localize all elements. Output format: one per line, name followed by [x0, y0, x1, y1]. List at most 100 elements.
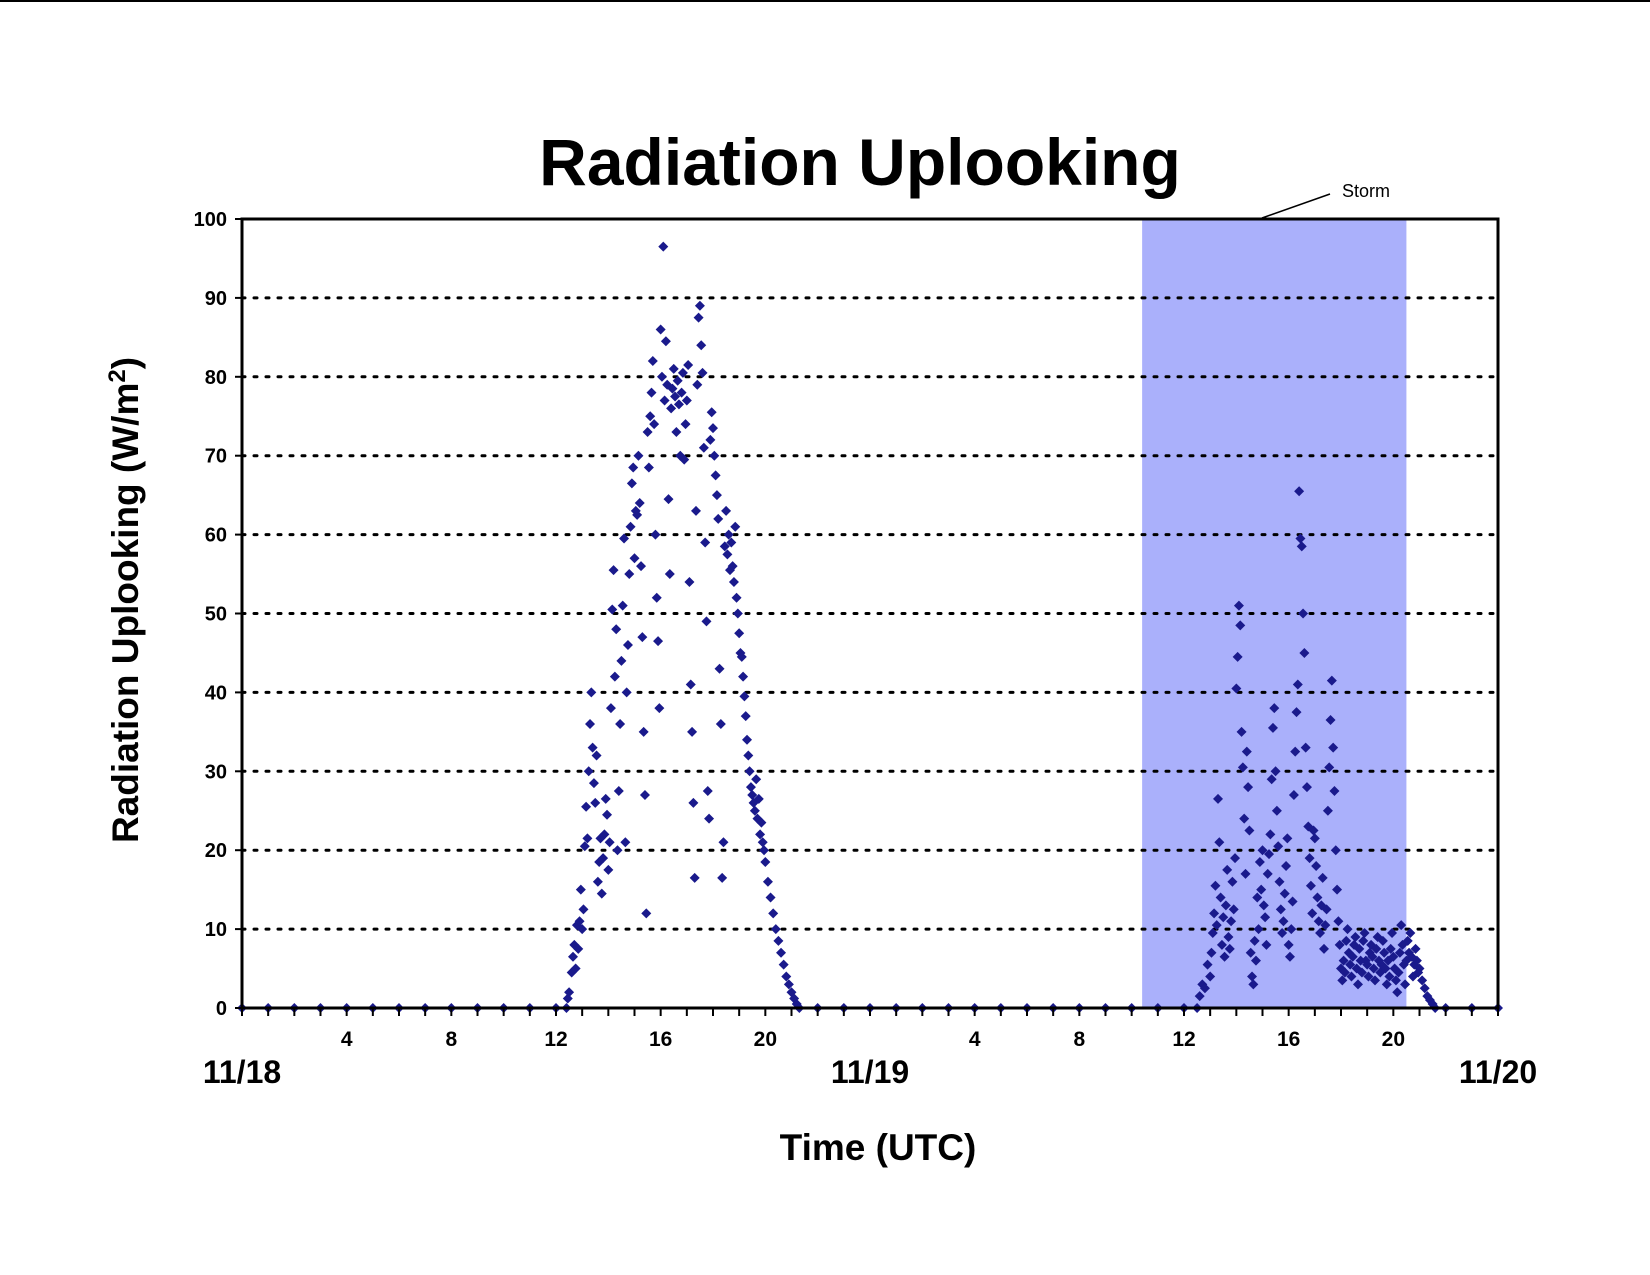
data-point-0-224 — [1239, 813, 1250, 824]
data-point-0-39 — [596, 888, 607, 899]
data-point-0-279 — [1311, 860, 1322, 871]
data-point-0-197 — [1202, 959, 1213, 970]
data-point-0-54 — [616, 655, 627, 666]
x-date-label-24: 11/19 — [831, 1054, 909, 1090]
data-point-0-143 — [732, 608, 743, 619]
data-point-0-148 — [739, 691, 750, 702]
data-point-0-15 — [564, 987, 575, 998]
data-point-0-311 — [1353, 979, 1364, 990]
data-point-0-168 — [770, 924, 781, 935]
data-point-0-25 — [578, 904, 589, 915]
data-point-0-258 — [1283, 939, 1294, 950]
data-point-0-319 — [1363, 971, 1374, 982]
data-point-0-97 — [672, 375, 683, 386]
data-point-0-79 — [649, 419, 660, 430]
data-point-0-63 — [628, 462, 639, 473]
data-point-0-260 — [1286, 924, 1297, 935]
data-point-0-295 — [1332, 884, 1343, 895]
data-point-0-267 — [1295, 533, 1306, 544]
data-point-0-113 — [693, 312, 704, 323]
data-point-0-225 — [1240, 868, 1251, 879]
data-point-0-33 — [588, 778, 599, 789]
data-point-0-266 — [1294, 486, 1305, 497]
data-point-0-72 — [639, 789, 650, 800]
data-point-0-341 — [1392, 987, 1403, 998]
y-axis-label-close: ) — [105, 357, 146, 369]
x-tick-label-20: 20 — [754, 1028, 777, 1051]
data-point-0-332 — [1380, 963, 1391, 974]
data-point-0-200 — [1207, 928, 1218, 939]
data-point-0-241 — [1261, 939, 1272, 950]
data-point-0-83 — [654, 703, 665, 714]
y-axis-label-main: Radiation Uplooking (W/m — [105, 383, 146, 843]
data-point-0-349 — [1402, 935, 1413, 946]
data-point-0-344 — [1396, 920, 1407, 931]
data-point-0-285 — [1318, 943, 1329, 954]
data-point-0-132 — [718, 837, 729, 848]
data-point-0-50 — [611, 624, 622, 635]
data-point-0-276 — [1307, 908, 1318, 919]
data-point-0-87 — [659, 395, 670, 406]
data-point-0-149 — [740, 711, 751, 722]
data-point-0-315 — [1358, 935, 1369, 946]
data-point-0-115 — [696, 340, 707, 351]
data-point-0-294 — [1330, 845, 1341, 856]
data-point-0-312 — [1354, 943, 1365, 954]
data-point-0-280 — [1312, 892, 1323, 903]
storm-annotation-label: Storm — [1342, 181, 1390, 201]
x-tick-label-28: 4 — [969, 1028, 981, 1051]
data-point-0-343 — [1394, 947, 1405, 958]
data-point-0-360 — [1419, 983, 1430, 994]
data-point-0-129 — [714, 663, 725, 674]
data-point-0-256 — [1281, 860, 1292, 871]
x-tick-label-40: 16 — [1277, 1028, 1300, 1051]
data-point-0-210 — [1220, 900, 1231, 911]
data-point-0-135 — [722, 549, 733, 560]
data-point-0-215 — [1227, 876, 1238, 887]
data-point-0-19 — [570, 963, 581, 974]
data-point-0-165 — [762, 876, 773, 887]
data-point-0-98 — [673, 399, 684, 410]
data-point-0-142 — [731, 592, 742, 603]
data-point-0-228 — [1244, 825, 1255, 836]
data-point-0-322 — [1367, 951, 1378, 962]
data-point-0-156 — [749, 805, 760, 816]
data-point-0-111 — [690, 505, 701, 516]
data-point-0-86 — [658, 241, 669, 252]
data-point-0-75 — [643, 462, 654, 473]
data-point-0-161 — [756, 817, 767, 828]
data-point-0-196 — [1199, 983, 1210, 994]
data-point-0-104 — [681, 395, 692, 406]
data-point-0-269 — [1298, 608, 1309, 619]
data-point-0-162 — [757, 837, 768, 848]
data-point-0-359 — [1417, 975, 1428, 986]
data-point-0-167 — [768, 908, 779, 919]
data-point-0-21 — [573, 943, 584, 954]
data-point-0-88 — [660, 336, 671, 347]
data-point-0-153 — [745, 782, 756, 793]
data-point-0-154 — [747, 789, 758, 800]
data-point-0-42 — [600, 793, 611, 804]
data-point-0-146 — [736, 651, 747, 662]
data-point-0-323 — [1368, 963, 1379, 974]
data-point-0-124 — [708, 423, 718, 434]
x-tick-label-16: 16 — [649, 1028, 672, 1051]
data-point-0-53 — [615, 718, 626, 729]
data-point-0-31 — [586, 687, 597, 698]
data-point-0-281 — [1313, 916, 1324, 927]
data-point-0-218 — [1231, 683, 1242, 694]
data-point-0-272 — [1301, 782, 1312, 793]
data-point-0-299 — [1337, 975, 1348, 986]
data-point-0-251 — [1274, 876, 1285, 887]
data-point-0-91 — [664, 569, 675, 580]
data-point-0-96 — [671, 427, 682, 438]
data-point-0-122 — [705, 434, 716, 445]
data-point-0-289 — [1324, 762, 1335, 773]
data-point-0-253 — [1277, 928, 1288, 939]
y-tick-label-20: 20 — [205, 840, 227, 862]
x-tick-label-44: 20 — [1382, 1028, 1405, 1051]
data-point-0-338 — [1388, 951, 1399, 962]
data-point-0-128 — [713, 513, 724, 524]
x-tick-label-12: 12 — [544, 1028, 567, 1051]
data-point-0-59 — [622, 640, 633, 651]
